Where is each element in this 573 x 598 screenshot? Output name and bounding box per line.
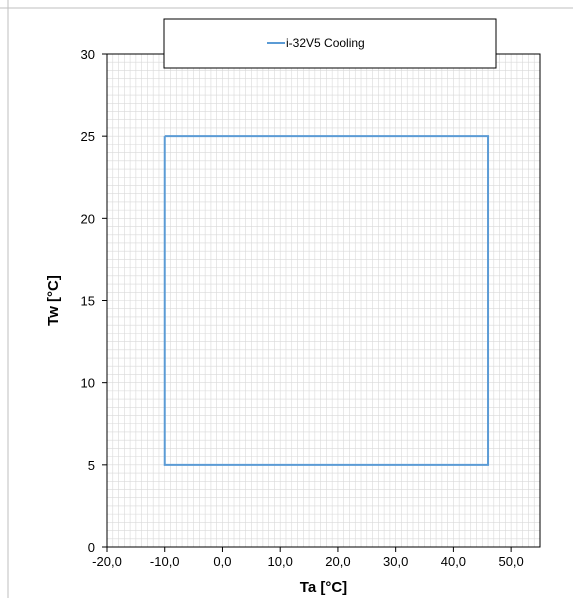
legend: i-32V5 Cooling <box>163 18 497 69</box>
y-axis-title: Tw [°C] <box>45 275 62 326</box>
y-tick-label: 5 <box>88 458 95 473</box>
x-tick-label: 20,0 <box>325 554 350 569</box>
x-tick-label: -10,0 <box>150 554 180 569</box>
y-tick-label: 25 <box>81 129 95 144</box>
x-tick-label: 10,0 <box>268 554 293 569</box>
y-tick-label: 20 <box>81 211 95 226</box>
series-line-i-32v5-cooling <box>163 135 490 466</box>
x-tick-label: 30,0 <box>383 554 408 569</box>
legend-entry-label: i-32V5 Cooling <box>286 36 365 50</box>
x-tick-label: 40,0 <box>441 554 466 569</box>
y-tick-label: 15 <box>81 294 95 309</box>
tick-labels: -20,0 -10,0 0,0 10,0 20,0 30,0 40,0 50,0 0 5 10 15 2… <box>81 47 524 569</box>
x-axis-title: Ta [°C] <box>300 579 347 596</box>
legend-box <box>163 18 497 69</box>
y-tick-label: 0 <box>88 540 95 555</box>
x-tick-label: 0,0 <box>213 554 231 569</box>
x-tick-label: -20,0 <box>92 554 122 569</box>
series-layer <box>163 135 490 466</box>
y-tick-label: 30 <box>81 47 95 62</box>
y-tick-label: 10 <box>81 376 95 391</box>
grid <box>106 53 541 548</box>
x-tick-label: 50,0 <box>498 554 523 569</box>
